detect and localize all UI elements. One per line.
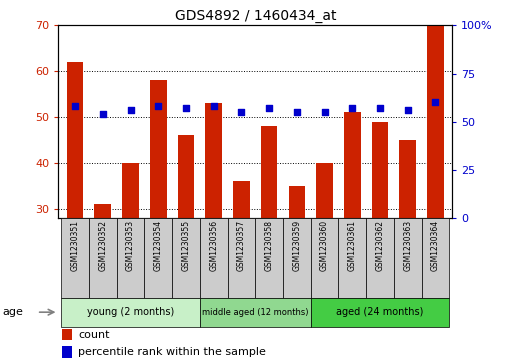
Point: [348, 105, 357, 111]
Text: GSM1230353: GSM1230353: [126, 220, 135, 271]
Bar: [366, 218, 394, 298]
Bar: [233, 181, 250, 218]
Text: GSM1230354: GSM1230354: [154, 220, 163, 271]
Text: GSM1230357: GSM1230357: [237, 220, 246, 271]
Bar: [200, 218, 228, 298]
Bar: [178, 135, 194, 218]
Text: GSM1230362: GSM1230362: [375, 220, 385, 271]
Bar: [117, 218, 144, 298]
Point: [237, 109, 245, 115]
Bar: [61, 298, 200, 327]
Bar: [316, 163, 333, 218]
Text: GSM1230359: GSM1230359: [293, 220, 301, 271]
Text: GSM1230352: GSM1230352: [98, 220, 107, 271]
Bar: [122, 163, 139, 218]
Bar: [427, 25, 444, 218]
Bar: [89, 218, 117, 298]
Point: [210, 103, 218, 109]
Point: [182, 105, 190, 111]
Point: [431, 99, 439, 105]
Text: young (2 months): young (2 months): [87, 307, 174, 317]
Text: age: age: [3, 307, 23, 317]
Bar: [283, 218, 311, 298]
Bar: [200, 298, 311, 327]
Bar: [344, 113, 361, 218]
Bar: [150, 80, 167, 218]
Bar: [256, 218, 283, 298]
Bar: [62, 329, 72, 340]
Point: [321, 109, 329, 115]
Point: [265, 105, 273, 111]
Bar: [94, 204, 111, 218]
Bar: [205, 103, 222, 218]
Point: [154, 103, 162, 109]
Text: GSM1230355: GSM1230355: [181, 220, 190, 271]
Text: GSM1230356: GSM1230356: [209, 220, 218, 271]
Bar: [172, 218, 200, 298]
Text: GSM1230361: GSM1230361: [348, 220, 357, 271]
Bar: [311, 298, 450, 327]
Bar: [422, 218, 450, 298]
Point: [376, 105, 384, 111]
Text: percentile rank within the sample: percentile rank within the sample: [78, 347, 266, 357]
Text: GSM1230358: GSM1230358: [265, 220, 274, 271]
Bar: [372, 122, 388, 218]
Bar: [228, 218, 256, 298]
Text: GSM1230351: GSM1230351: [71, 220, 80, 271]
Text: count: count: [78, 330, 110, 339]
Point: [126, 107, 135, 113]
Text: GSM1230363: GSM1230363: [403, 220, 412, 271]
Bar: [144, 218, 172, 298]
Text: GSM1230360: GSM1230360: [320, 220, 329, 271]
Bar: [289, 186, 305, 218]
Text: middle aged (12 months): middle aged (12 months): [202, 308, 308, 317]
Bar: [311, 218, 338, 298]
Bar: [61, 218, 89, 298]
Bar: [399, 140, 416, 218]
Point: [71, 103, 79, 109]
Bar: [394, 218, 422, 298]
Bar: [67, 62, 83, 218]
Point: [404, 107, 412, 113]
Bar: [261, 126, 277, 218]
Title: GDS4892 / 1460434_at: GDS4892 / 1460434_at: [175, 9, 336, 23]
Text: aged (24 months): aged (24 months): [336, 307, 424, 317]
Text: GSM1230364: GSM1230364: [431, 220, 440, 271]
Bar: [338, 218, 366, 298]
Bar: [62, 346, 72, 358]
Point: [293, 109, 301, 115]
Point: [99, 111, 107, 117]
